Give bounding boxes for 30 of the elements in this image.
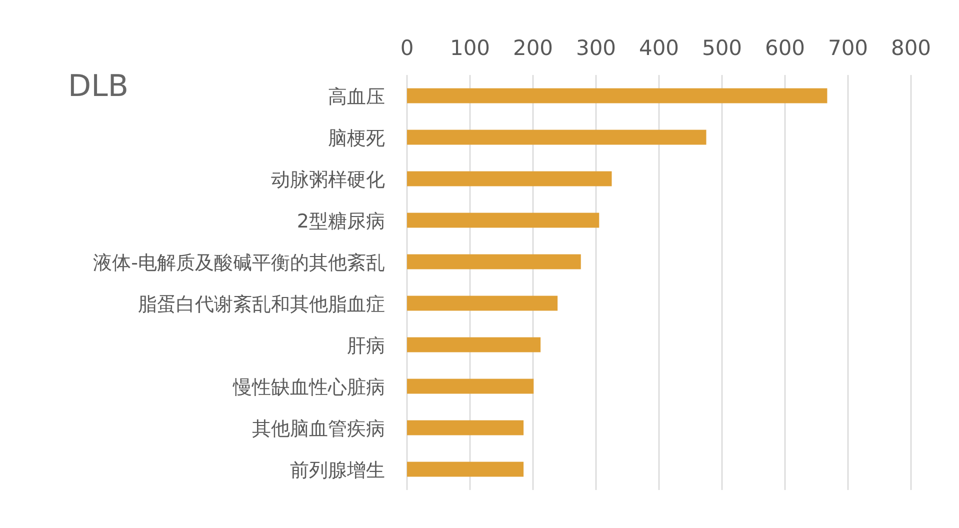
x-tick-label: 300 [576,36,616,60]
x-tick-label: 200 [512,36,554,60]
bar [407,462,524,477]
y-tick-label: 其他脑血管疾病 [252,418,385,440]
bar [407,171,612,186]
y-tick-label: 2型糖尿病 [296,210,385,232]
x-tick-label: 600 [764,36,806,60]
bar [407,296,558,311]
x-tick-label: 100 [450,36,490,60]
y-tick-label: 高血压 [328,86,385,108]
y-tick-label: 动脉粥样硬化 [271,168,385,191]
bar [407,420,524,436]
bar [407,212,600,228]
bar [407,337,541,352]
y-tick-label: 前列腺增生 [290,459,385,482]
bar [407,254,581,270]
bar [407,378,534,394]
text: DLB [68,69,128,104]
y-tick-label: 脂蛋白代谢紊乱和其他脂血症 [138,293,385,316]
bar [407,88,828,104]
y-tick-label: 肝病 [347,334,385,357]
x-tick-label: 400 [638,36,680,60]
y-tick-label: 液体-电解质及酸碱平衡的其他紊乱 [93,252,385,274]
y-tick-label: 慢性缺血性心脏病 [232,376,385,398]
y-tick-label: 脑梗死 [328,127,385,150]
bar [407,130,706,145]
x-tick-label: 0 [400,36,414,60]
x-tick-label: 500 [702,36,742,60]
x-tick-label: 700 [828,36,868,60]
x-tick-label: 800 [890,36,932,60]
